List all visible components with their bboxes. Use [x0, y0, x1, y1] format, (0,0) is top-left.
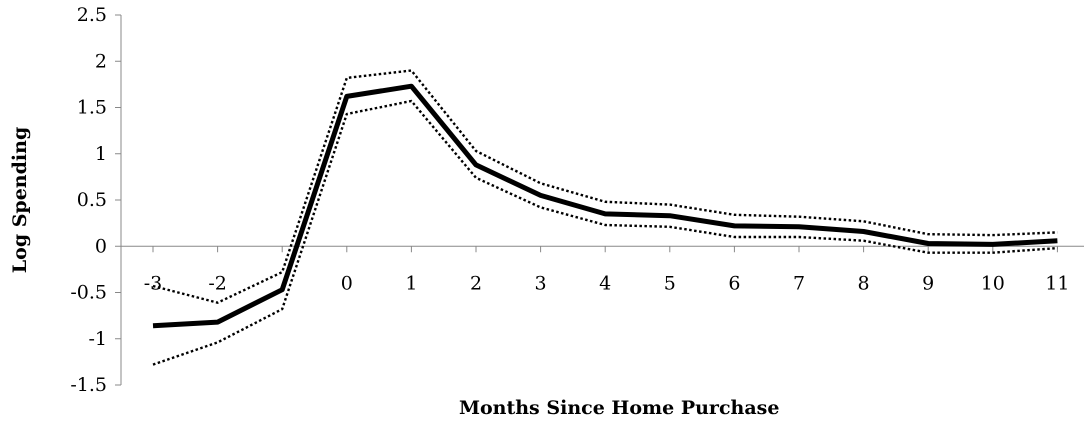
confidence-band-line: [152, 69, 1058, 304]
x-tick-label: 2: [470, 272, 482, 294]
y-tick-label: 2.5: [77, 4, 107, 26]
y-tick-label: -1: [88, 328, 107, 350]
x-tick-label: 5: [664, 272, 676, 294]
x-tick-label: 4: [599, 272, 611, 294]
x-tick-label: -3: [144, 272, 163, 294]
x-tick-label: 10: [981, 272, 1005, 294]
y-tick-label: 2: [95, 50, 107, 72]
x-tick-label: 8: [858, 272, 870, 294]
x-tick-label: -2: [208, 272, 227, 294]
y-tick-label: 1.5: [77, 97, 107, 119]
x-axis-ticks: -3 -2 0 1 2 3 4 5 6 7 8 9 10 11: [144, 246, 1069, 294]
x-tick-label: 1: [405, 272, 417, 294]
y-axis-ticks: 2.5 2 1.5 1 0.5 0 -0.5 -1 -1.5: [70, 4, 121, 396]
x-axis-title: Months Since Home Purchase: [459, 397, 779, 419]
x-tick-label: 7: [793, 272, 805, 294]
estimate-line: [152, 83, 1058, 329]
y-tick-label: -1.5: [70, 374, 107, 396]
x-tick-label: 6: [728, 272, 740, 294]
x-tick-label: 0: [341, 272, 353, 294]
y-tick-label: -0.5: [70, 282, 107, 304]
x-tick-label: 3: [535, 272, 547, 294]
y-tick-label: 0: [95, 235, 107, 257]
series-group: [152, 69, 1058, 366]
y-tick-label: 1: [95, 143, 107, 165]
y-tick-label: 0.5: [77, 189, 107, 211]
x-tick-label: 11: [1045, 272, 1069, 294]
y-axis-title: Log Spending: [9, 127, 31, 273]
x-tick-label: 9: [922, 272, 934, 294]
confidence-band-line: [152, 99, 1058, 366]
